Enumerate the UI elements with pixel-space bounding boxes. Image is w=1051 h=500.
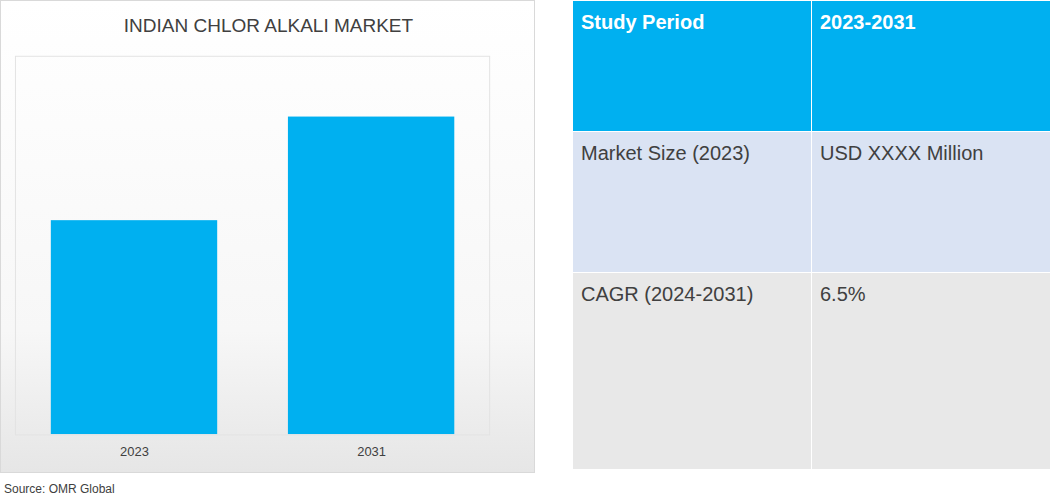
svg-text:2031: 2031 [357,444,386,459]
svg-text:2023: 2023 [120,444,149,459]
html-text:Market Size (2023): Market Size (2023) [581,142,750,164]
html-text:6.5%: 6.5% [820,283,866,305]
html-text:Source: OMR Global: Source: OMR Global [4,482,115,496]
html-text:CAGR (2024-2031): CAGR (2024-2031) [581,283,754,305]
html-text:USD XXXX Million: USD XXXX Million [820,142,984,164]
html-text:INDIAN CHLOR ALKALI MARKET: INDIAN CHLOR ALKALI MARKET [123,15,414,36]
html-text:Study Period: Study Period [581,11,705,33]
html-text:2023-2031: 2023-2031 [820,11,916,33]
